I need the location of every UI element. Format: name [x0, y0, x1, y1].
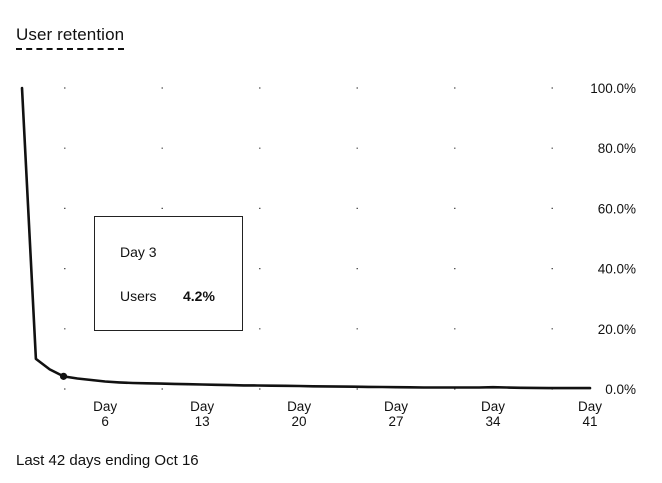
- x-axis: Day 6 Day 13 Day 20 Day 27 Day 34 Day 41: [93, 399, 602, 429]
- tooltip-series-label: Users: [120, 288, 157, 304]
- y-tick-label: 0.0%: [605, 382, 636, 397]
- x-tick-label: Day 27: [384, 399, 408, 429]
- tooltip-value: 4.2%: [183, 288, 215, 304]
- y-tick-label: 60.0%: [598, 201, 636, 216]
- y-tick-label: 40.0%: [598, 262, 636, 277]
- x-tick-label: Day 41: [578, 399, 602, 429]
- chart-tooltip: Day 3 Users 4.2%: [94, 216, 243, 331]
- y-tick-label: 20.0%: [598, 322, 636, 337]
- retention-chart: 100.0% 80.0% 60.0% 40.0% 20.0% 0.0% Day 6 Day 13…: [20, 81, 636, 429]
- y-tick-label: 80.0%: [598, 141, 636, 156]
- series-layer: [20, 86, 592, 390]
- highlighted-data-point[interactable]: [59, 372, 68, 380]
- x-tick-label: Day 20: [287, 399, 311, 429]
- chart-title[interactable]: User retention: [16, 25, 125, 50]
- y-axis: 100.0% 80.0% 60.0% 40.0% 20.0% 0.0%: [590, 81, 636, 397]
- x-tick-label: Day 13: [190, 399, 214, 429]
- date-range-caption: Last 42 days ending Oct 16: [16, 452, 199, 469]
- tooltip-title: Day 3: [120, 244, 157, 260]
- x-tick-label: Day 6: [93, 399, 117, 429]
- x-tick-label: Day 34: [481, 399, 505, 429]
- y-tick-label: 100.0%: [590, 81, 636, 96]
- series-line-0[interactable]: [20, 86, 592, 390]
